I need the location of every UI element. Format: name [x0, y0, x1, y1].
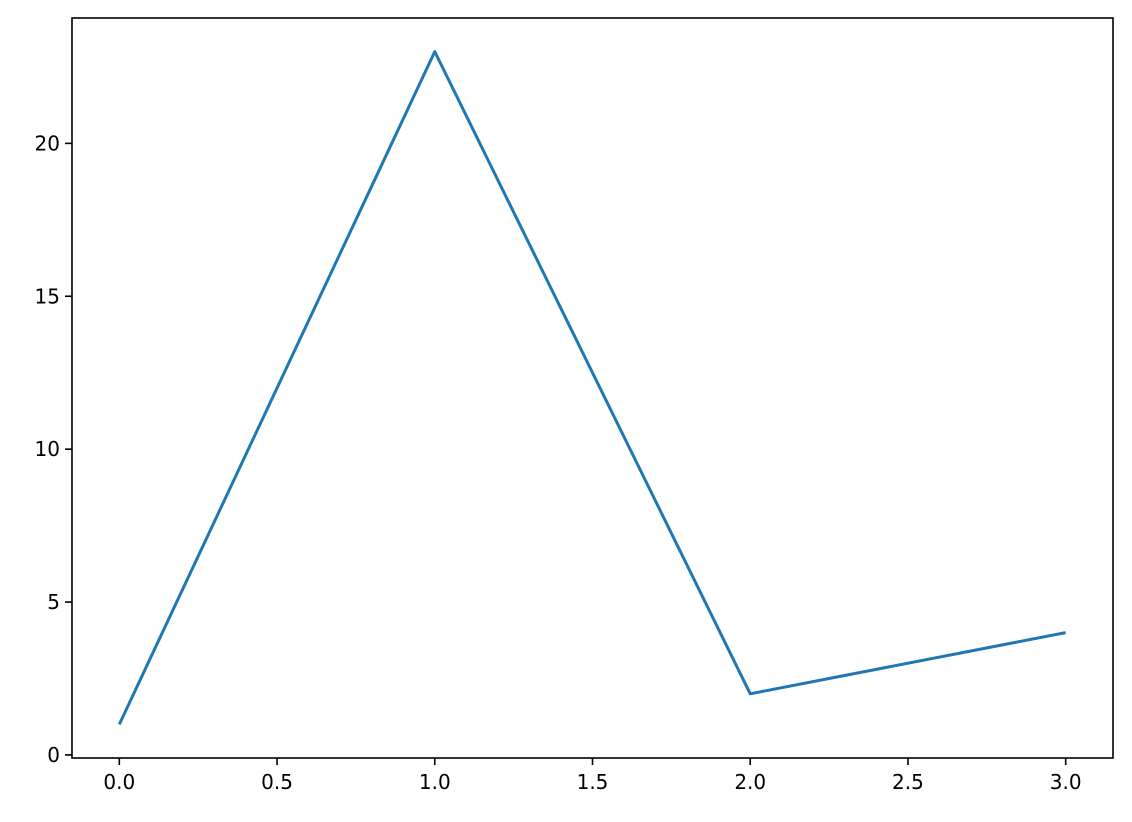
x-tick-label: 3.0: [1050, 770, 1082, 794]
x-tick-label: 1.5: [577, 770, 609, 794]
y-tick-label: 20: [35, 131, 60, 155]
y-tick-label: 15: [35, 284, 60, 308]
y-tick-label: 10: [35, 437, 60, 461]
x-tick-label: 2.0: [734, 770, 766, 794]
series-group: [117, 50, 1066, 726]
plot-background: [72, 18, 1113, 758]
x-tick-label: 2.5: [892, 770, 924, 794]
x-axis: 0.0 0.5 1.0 1.5 2.0 2.5 3.0: [103, 758, 1082, 794]
y-tick-label: 0: [47, 743, 60, 767]
y-axis: 0 5 10 15 20: [35, 131, 72, 767]
y-tick-label: 5: [47, 590, 60, 614]
axes-frame: [71, 17, 1114, 759]
x-tick-label: 1.0: [419, 770, 451, 794]
x-tick-label: 0.5: [261, 770, 293, 794]
x-tick-label: 0.0: [103, 770, 135, 794]
series-line-0: [117, 50, 1066, 726]
